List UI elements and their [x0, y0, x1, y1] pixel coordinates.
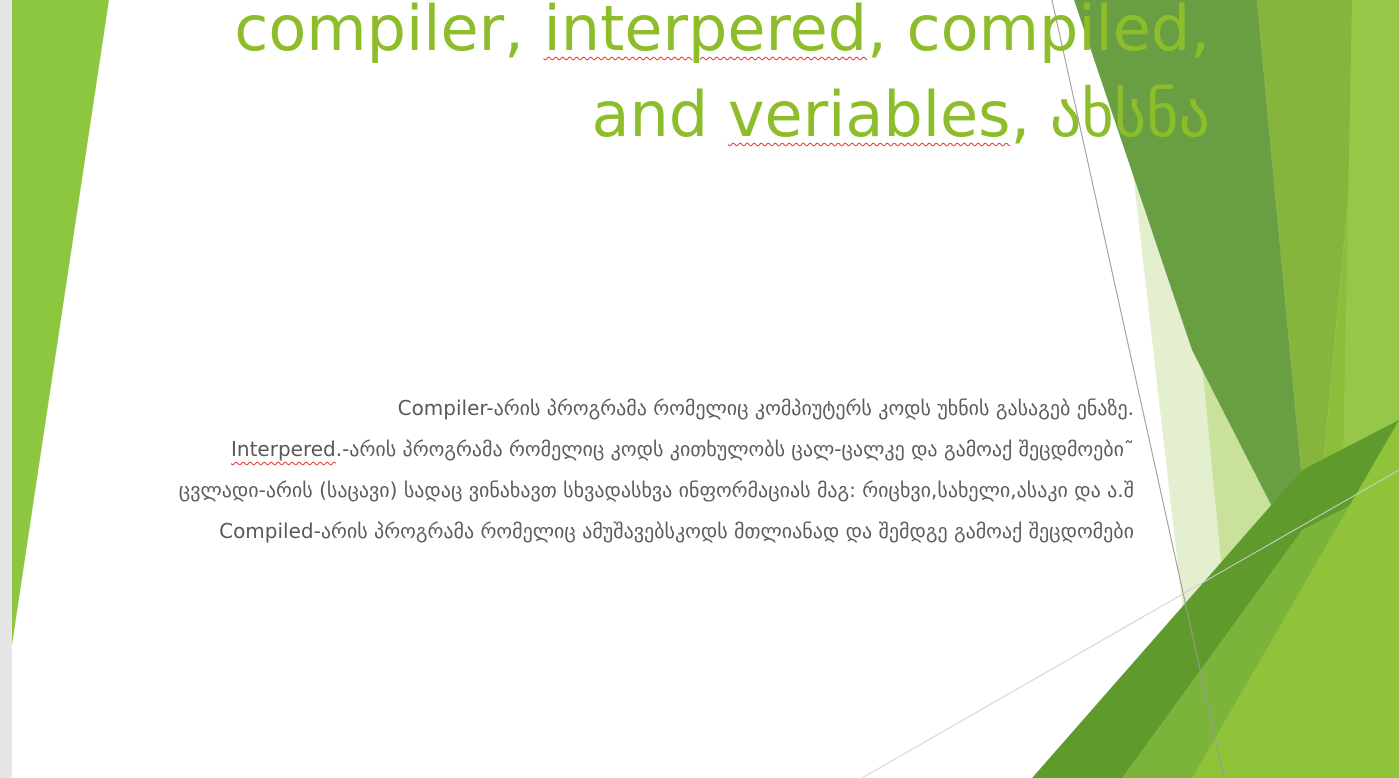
definition-text: -არის პროგრამა რომელიც ამუშავებსკოდს მთლ… [313, 519, 1134, 543]
slide-background-shapes [12, 0, 1399, 778]
definition-text: -არის პროგრამა რომელიც კომპიუტერს კოდს უ… [486, 396, 1134, 420]
definition-compiled: Compiled-არის პროგრამა რომელიც ამუშავებს… [32, 511, 1134, 552]
definition-text: .-არის პროგრამა რომელიც კოდს კითხულობს ც… [335, 437, 1134, 461]
title-line-1: compiler, interpered, compiled, [162, 0, 1210, 72]
right-mid-facet [1257, 0, 1367, 585]
title-misspelled-word: veriables [727, 78, 1011, 151]
definition-term: Compiled [219, 519, 314, 543]
bottom-right-lime [1192, 420, 1399, 778]
slide-body-textbox[interactable]: Compiler-არის პროგრამა რომელიც კომპიუტერ… [32, 388, 1134, 552]
slide-title[interactable]: compiler, interpered, compiled, and veri… [162, 0, 1210, 158]
title-text: , ახსნა [1010, 78, 1210, 151]
right-dark-facet [1074, 0, 1312, 585]
definition-text: ცვლადი-არის (საცავი) სადაც ვინახავთ სხვა… [178, 478, 1134, 502]
definition-term: Compiler [397, 396, 487, 420]
title-text: compiler, [234, 0, 544, 65]
definition-compiler: Compiler-არის პროგრამა რომელიც კომპიუტერ… [32, 388, 1134, 429]
definition-interpered: Interpered.-არის პროგრამა რომელიც კოდს კ… [32, 429, 1134, 470]
title-text: , compiled, [867, 0, 1210, 65]
slide-canvas[interactable]: compiler, interpered, compiled, and veri… [12, 0, 1399, 778]
title-misspelled-word: interpered [543, 0, 868, 65]
left-green-shape [12, 0, 109, 645]
title-text: and [591, 78, 728, 151]
thin-line-1 [1051, 0, 1225, 778]
thin-line-2 [861, 469, 1399, 778]
definition-variable: ცვლადი-არის (საცავი) სადაც ვინახავთ სხვა… [32, 470, 1134, 511]
definition-term: Interpered [231, 437, 336, 461]
title-line-2: and veriables, ახსნა [162, 72, 1211, 158]
